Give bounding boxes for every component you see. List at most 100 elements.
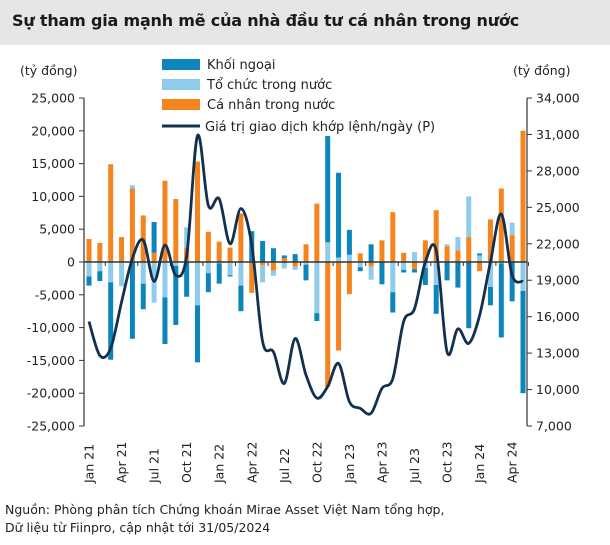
bar-retail (292, 262, 298, 267)
bar-retail (455, 250, 461, 262)
bar-foreign (108, 282, 114, 360)
bar-retail (97, 242, 103, 262)
bar-institutional (260, 265, 266, 283)
right-tick-label: 34,000 (536, 91, 580, 106)
x-tick-label: Oct 21 (179, 442, 194, 484)
right-tick-label: 22,000 (536, 236, 580, 251)
bar-institutional (520, 262, 526, 291)
bar-retail (509, 235, 515, 262)
right-tick-label: 31,000 (536, 127, 580, 142)
bar-institutional (412, 252, 417, 262)
left-tick-label: 15,000 (31, 156, 75, 171)
bar-institutional (325, 242, 331, 262)
left-tick-label: -15,000 (27, 353, 75, 368)
x-tick-label: Apr 24 (505, 441, 520, 483)
bar-institutional (227, 262, 233, 276)
bar-retail (498, 188, 504, 262)
left-tick-label: -20,000 (27, 386, 75, 401)
x-tick-label: Apr 21 (114, 441, 129, 483)
bar-retail (357, 253, 363, 262)
bar-retail (314, 203, 320, 262)
bar-institutional (184, 227, 190, 248)
bar-institutional (509, 222, 515, 236)
bar-foreign (379, 262, 385, 285)
x-tick-label: Jan 23 (342, 444, 357, 484)
bar-foreign (390, 292, 396, 313)
bar-foreign (303, 264, 309, 281)
left-tick-label: 25,000 (31, 91, 75, 106)
trading-value-line (87, 133, 524, 416)
bar-institutional (292, 266, 298, 270)
left-tick-label: 20,000 (31, 123, 75, 138)
bar-foreign (227, 275, 233, 277)
right-tick-label: 28,000 (536, 163, 580, 178)
legend-label: Khối ngoại (207, 58, 276, 73)
bar-institutional (162, 262, 168, 298)
bar-retail (379, 240, 385, 262)
bar-institutional (281, 262, 287, 269)
bar-foreign (487, 286, 493, 306)
bar-foreign (357, 267, 363, 272)
bar-institutional (140, 262, 146, 284)
x-tick-label: Apr 23 (374, 441, 389, 483)
x-tick-label: Jul 23 (407, 448, 422, 484)
bar-foreign (86, 276, 92, 286)
right-tick-label: 10,000 (536, 382, 580, 397)
x-tick-label: Apr 22 (244, 441, 259, 483)
bar-retail (216, 241, 222, 262)
left-tick-label: 0 (67, 255, 75, 270)
x-tick-label: Jan 21 (82, 444, 97, 484)
bar-foreign (455, 262, 461, 288)
bar-institutional (173, 262, 179, 266)
bar-institutional (303, 262, 309, 265)
right-tick-label: 19,000 (536, 273, 580, 288)
bar-foreign (140, 283, 146, 310)
right-tick-label: 25,000 (536, 200, 580, 215)
right-tick-label: 16,000 (536, 309, 580, 324)
bar-foreign (325, 136, 331, 243)
bar-institutional (487, 262, 493, 287)
bar-retail (281, 258, 287, 262)
bar-institutional (86, 262, 92, 277)
bar-foreign (151, 221, 157, 253)
bar-retail (195, 161, 200, 262)
legend-swatch-foreign (162, 59, 200, 70)
bar-retail (325, 262, 331, 387)
footnote-data: Dữ liệu từ Fiinpro, cập nhật tới 31/05/2… (5, 520, 271, 535)
bar-foreign (270, 248, 276, 262)
left-tick-label: -5,000 (35, 287, 75, 302)
bar-foreign (173, 265, 179, 325)
bar-retail (433, 210, 439, 262)
right-axis-label: (tỷ đồng) (513, 63, 570, 78)
bar-retail (401, 252, 407, 262)
bar-retail (129, 188, 135, 262)
bar-foreign (466, 262, 472, 329)
bar-foreign (238, 285, 244, 312)
x-tick-label: Oct 23 (440, 442, 455, 484)
bar-retail (205, 231, 211, 262)
bar-retail (173, 199, 179, 262)
bar-foreign (260, 241, 266, 262)
bar-institutional (433, 262, 439, 285)
bar-institutional (466, 196, 472, 238)
bar-foreign (205, 273, 211, 293)
bar-institutional (357, 262, 363, 268)
bar-retail (412, 262, 417, 270)
bar-retail (238, 213, 244, 262)
bar-institutional (119, 262, 125, 287)
bar-institutional (270, 270, 276, 276)
bar-retail (487, 219, 493, 262)
bar-institutional (455, 237, 461, 251)
bar-institutional (97, 262, 103, 272)
bar-foreign (520, 290, 526, 394)
bar-institutional (368, 266, 374, 280)
bar-institutional (477, 255, 483, 262)
bar-institutional (108, 262, 114, 283)
x-tick-label: Jan 24 (472, 444, 487, 484)
bar-institutional (129, 185, 135, 189)
bar-retail (477, 262, 483, 272)
x-tick-label: Oct 22 (309, 442, 324, 484)
right-tick-label: 7,000 (536, 419, 572, 434)
bar-retail (390, 212, 396, 262)
